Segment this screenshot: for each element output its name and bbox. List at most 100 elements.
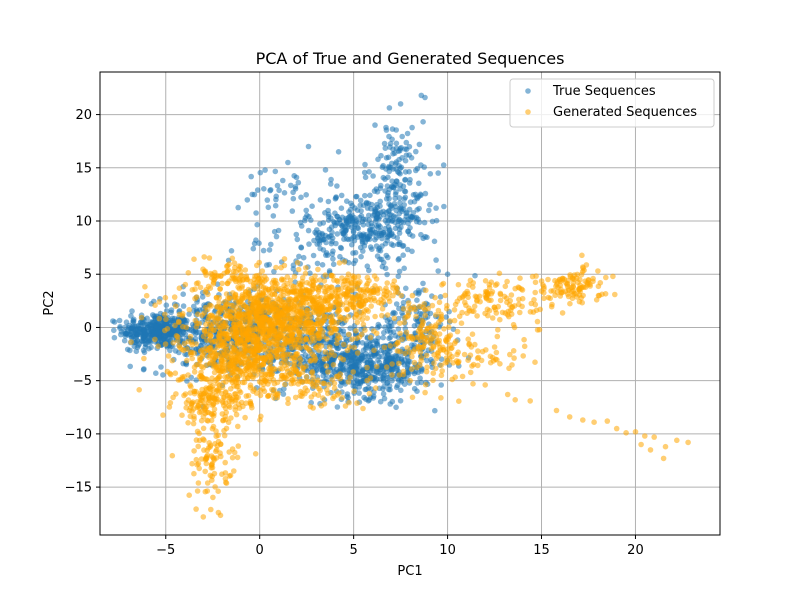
data-point <box>362 161 368 168</box>
data-point <box>435 170 442 176</box>
data-point <box>529 273 536 280</box>
data-point <box>189 355 195 362</box>
data-point <box>280 391 287 397</box>
data-point <box>275 390 281 397</box>
data-point <box>222 389 229 396</box>
data-point <box>422 389 428 396</box>
data-point <box>374 363 380 370</box>
data-point <box>285 159 291 166</box>
data-point <box>362 327 368 334</box>
data-point <box>244 316 250 323</box>
data-point <box>482 310 488 317</box>
data-point <box>180 303 187 309</box>
data-point <box>121 337 128 344</box>
data-point <box>375 156 381 163</box>
data-point <box>152 336 158 343</box>
data-point <box>347 325 354 332</box>
data-point <box>575 279 581 286</box>
data-point <box>354 400 360 406</box>
data-point <box>210 327 217 333</box>
data-point <box>366 390 373 397</box>
data-point <box>275 313 281 319</box>
data-point <box>326 226 333 233</box>
data-point <box>497 316 503 323</box>
data-point <box>260 362 266 368</box>
data-point <box>508 292 515 298</box>
data-point <box>389 126 396 132</box>
data-point <box>315 377 321 384</box>
data-point <box>255 354 261 360</box>
data-point <box>293 314 299 320</box>
data-point <box>418 231 424 238</box>
data-point <box>297 219 304 226</box>
data-point <box>442 360 449 366</box>
data-point <box>449 353 455 360</box>
data-point <box>250 245 257 252</box>
data-point <box>252 273 258 280</box>
data-point <box>438 362 445 369</box>
data-point <box>266 261 273 268</box>
data-point <box>370 212 376 219</box>
data-point <box>559 310 566 316</box>
data-point <box>406 349 413 356</box>
data-point <box>386 207 392 214</box>
data-point <box>403 210 410 217</box>
data-point <box>334 336 341 342</box>
data-point <box>341 341 347 348</box>
data-point <box>294 236 301 243</box>
data-point <box>419 317 425 324</box>
data-point <box>362 192 368 199</box>
data-point <box>325 382 332 388</box>
data-point <box>311 338 318 344</box>
data-point <box>262 273 268 280</box>
data-point <box>194 461 200 468</box>
data-point <box>364 280 371 287</box>
data-point <box>317 387 324 394</box>
data-point <box>443 305 450 312</box>
data-point <box>403 152 410 158</box>
data-point <box>237 273 244 280</box>
data-point <box>269 324 276 331</box>
data-point <box>422 312 429 319</box>
data-point <box>294 302 300 309</box>
data-point <box>479 348 486 355</box>
data-point <box>200 425 207 432</box>
data-point <box>264 197 271 203</box>
data-point <box>198 394 204 401</box>
data-point <box>364 364 370 371</box>
chart-title: PCA of True and Generated Sequences <box>256 49 565 68</box>
data-point <box>497 361 503 367</box>
data-point <box>147 339 154 346</box>
data-point <box>314 321 320 328</box>
data-point <box>363 199 370 206</box>
data-point <box>597 280 604 286</box>
data-point <box>466 308 473 314</box>
data-point <box>439 282 445 288</box>
data-point <box>268 371 275 378</box>
data-point <box>489 354 496 361</box>
data-point <box>253 345 259 351</box>
data-point <box>306 213 312 220</box>
data-point <box>393 404 399 411</box>
data-point <box>163 316 169 323</box>
data-point <box>225 296 231 302</box>
data-point <box>354 350 361 356</box>
data-point <box>374 189 381 195</box>
data-point <box>297 345 304 351</box>
data-point <box>383 166 389 172</box>
data-point <box>267 187 273 194</box>
data-point <box>236 388 243 394</box>
data-point <box>387 216 394 222</box>
data-point <box>354 207 361 213</box>
y-tick-label: 15 <box>75 161 92 176</box>
data-point <box>237 268 244 275</box>
data-point <box>400 306 407 312</box>
data-point <box>409 394 416 401</box>
data-point <box>452 301 459 308</box>
data-point <box>334 231 341 237</box>
data-point <box>197 348 204 354</box>
data-point <box>354 319 361 326</box>
data-point <box>358 293 364 299</box>
data-point <box>424 338 431 344</box>
data-point <box>168 309 174 316</box>
